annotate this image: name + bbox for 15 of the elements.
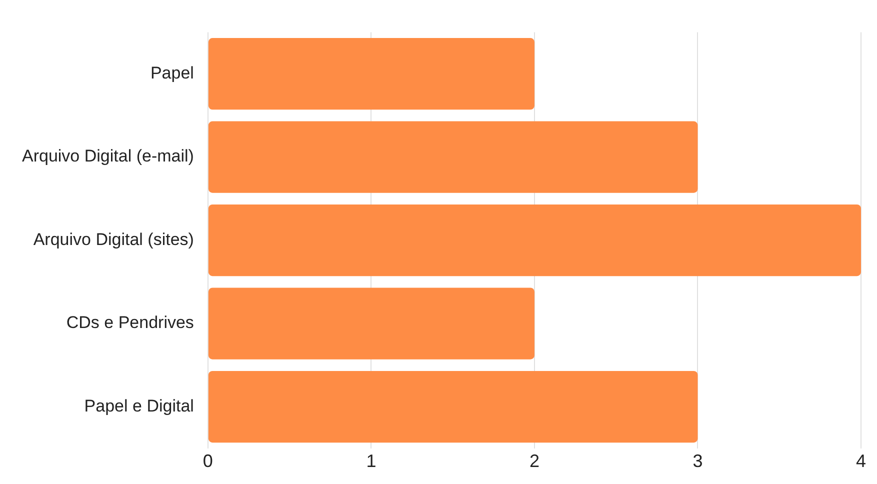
y-tick-label: Arquivo Digital (e-mail) xyxy=(22,146,194,166)
y-tick-label: Papel xyxy=(150,64,194,83)
x-tick-label: 0 xyxy=(202,451,213,472)
bar xyxy=(208,288,534,360)
y-tick-label: CDs e Pendrives xyxy=(66,313,194,332)
bar xyxy=(208,121,698,193)
x-tick-label: 2 xyxy=(529,451,540,472)
x-tick-label: 1 xyxy=(366,451,376,472)
x-tick-label: 3 xyxy=(692,451,703,472)
bar xyxy=(208,370,698,443)
bar xyxy=(208,38,534,110)
y-tick-label: Papel e Digital xyxy=(84,396,194,416)
y-tick-label: Arquivo Digital (sites) xyxy=(33,230,194,249)
x-tick-label: 4 xyxy=(856,451,866,472)
bar xyxy=(208,204,861,276)
